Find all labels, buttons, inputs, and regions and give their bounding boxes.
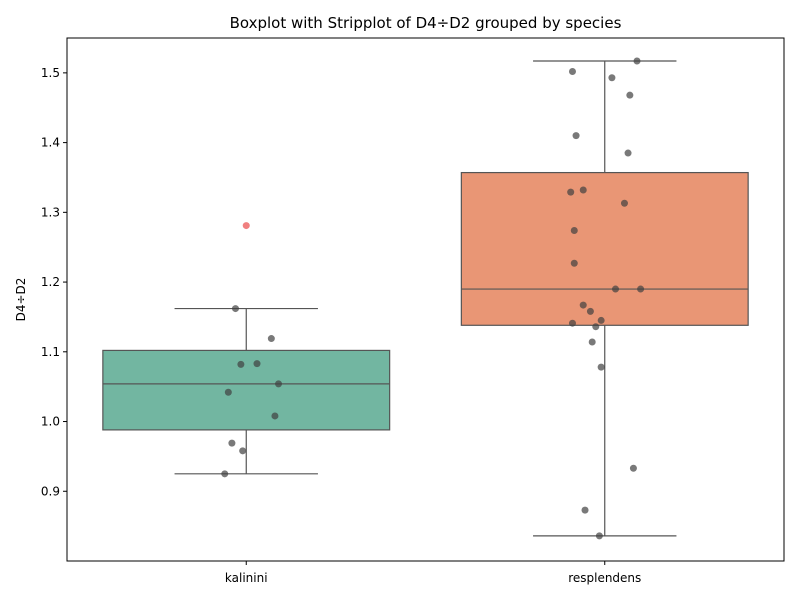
data-point: [597, 316, 605, 324]
data-point: [579, 301, 587, 309]
outlier-point: [242, 222, 250, 230]
data-point: [271, 412, 279, 420]
data-point: [570, 226, 578, 234]
data-point: [224, 388, 232, 396]
data-point: [253, 360, 261, 368]
y-tick-label: 1.5: [41, 66, 60, 80]
plot-area: [102, 57, 749, 540]
data-point: [267, 335, 275, 343]
data-point: [568, 319, 576, 327]
data-point: [231, 305, 239, 313]
data-point: [633, 57, 641, 65]
data-point: [586, 307, 594, 315]
data-point: [624, 149, 632, 157]
data-point: [275, 380, 283, 388]
data-point: [579, 186, 587, 194]
data-point: [228, 439, 236, 447]
y-tick-label: 1.1: [41, 345, 60, 359]
box-resplendens: [460, 171, 749, 326]
y-tick-label: 0.9: [41, 484, 60, 498]
data-point: [237, 360, 245, 368]
data-point: [629, 464, 637, 472]
x-axis: kalinini resplendens: [225, 561, 641, 585]
y-tick-label: 1.4: [41, 136, 60, 150]
x-tick-label: resplendens: [568, 571, 641, 585]
y-axis: 0.9 1.0 1.1 1.2 1.3 1.4 1.5: [41, 66, 67, 498]
data-point: [620, 199, 628, 207]
box-group-kalinini: [102, 222, 391, 475]
strip-points-resplendens: [567, 57, 645, 540]
data-point: [568, 67, 576, 75]
plot-frame: [66, 37, 785, 562]
data-point: [637, 285, 645, 293]
strip-points-kalinini: [221, 305, 283, 478]
data-point: [221, 470, 229, 478]
chart-title: Boxplot with Stripplot of D4÷D2 grouped …: [230, 14, 622, 32]
box-group-resplendens: [460, 60, 749, 537]
y-tick-label: 1.3: [41, 205, 60, 219]
data-point: [626, 91, 634, 99]
data-point: [592, 323, 600, 331]
y-tick-label: 1.0: [41, 415, 60, 429]
y-axis-label: D4÷D2: [14, 278, 28, 322]
data-point: [595, 532, 603, 540]
data-point: [239, 447, 247, 455]
data-point: [572, 132, 580, 140]
data-point: [567, 188, 575, 196]
data-point: [581, 506, 589, 514]
data-point: [612, 285, 620, 293]
data-point: [597, 363, 605, 371]
data-point: [570, 259, 578, 267]
y-tick-label: 1.2: [41, 275, 60, 289]
data-point: [588, 338, 596, 346]
box-kalinini: [102, 349, 391, 431]
data-point: [608, 74, 616, 82]
x-tick-label: kalinini: [225, 571, 268, 585]
